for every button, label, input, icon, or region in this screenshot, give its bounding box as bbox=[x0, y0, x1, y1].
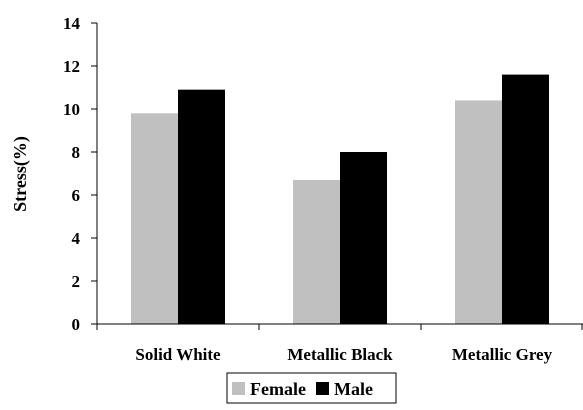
x-tick-label: Metallic Black bbox=[287, 345, 393, 364]
y-tick-label: 10 bbox=[63, 100, 80, 119]
bar-male-0 bbox=[178, 89, 225, 325]
bar-female-2 bbox=[455, 100, 502, 325]
y-tick-label: 14 bbox=[63, 14, 81, 33]
legend-box bbox=[226, 372, 397, 404]
bar-female-0 bbox=[131, 113, 178, 324]
labels-layer: Solid White Metallic Black Metallic Grey 0 2… bbox=[63, 14, 553, 364]
y-axis-title: Stress(%) bbox=[10, 136, 31, 212]
legend-label-female: Female bbox=[250, 379, 306, 399]
bar-male-1 bbox=[340, 152, 387, 324]
bar-female-1 bbox=[293, 179, 340, 324]
bars-layer bbox=[131, 74, 549, 325]
y-tick-label: 0 bbox=[72, 315, 81, 334]
legend-swatch-male bbox=[316, 382, 329, 395]
x-tick-label: Metallic Grey bbox=[452, 345, 553, 364]
y-tick-label: 12 bbox=[63, 57, 80, 76]
y-tick-label: 8 bbox=[72, 143, 81, 162]
legend-label-male: Male bbox=[334, 379, 373, 399]
y-tick-label: 4 bbox=[72, 229, 81, 248]
bar-male-2 bbox=[502, 74, 549, 324]
y-tick-label: 2 bbox=[72, 272, 81, 291]
legend-swatch-female bbox=[232, 382, 245, 395]
legend: Female Male bbox=[226, 372, 397, 404]
axes-layer bbox=[91, 22, 583, 330]
y-tick-label: 6 bbox=[72, 186, 81, 205]
x-tick-label: Solid White bbox=[135, 345, 221, 364]
